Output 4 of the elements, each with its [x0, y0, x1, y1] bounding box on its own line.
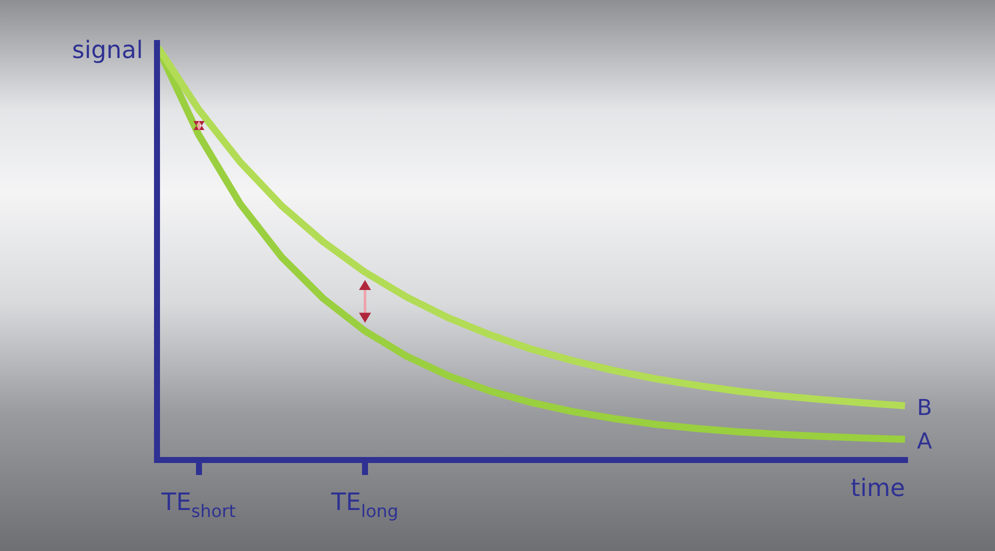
- series-label: A: [917, 429, 932, 454]
- x-axis-title: time: [850, 474, 906, 502]
- series-label: B: [917, 396, 932, 421]
- y-axis-title: signal: [72, 36, 144, 64]
